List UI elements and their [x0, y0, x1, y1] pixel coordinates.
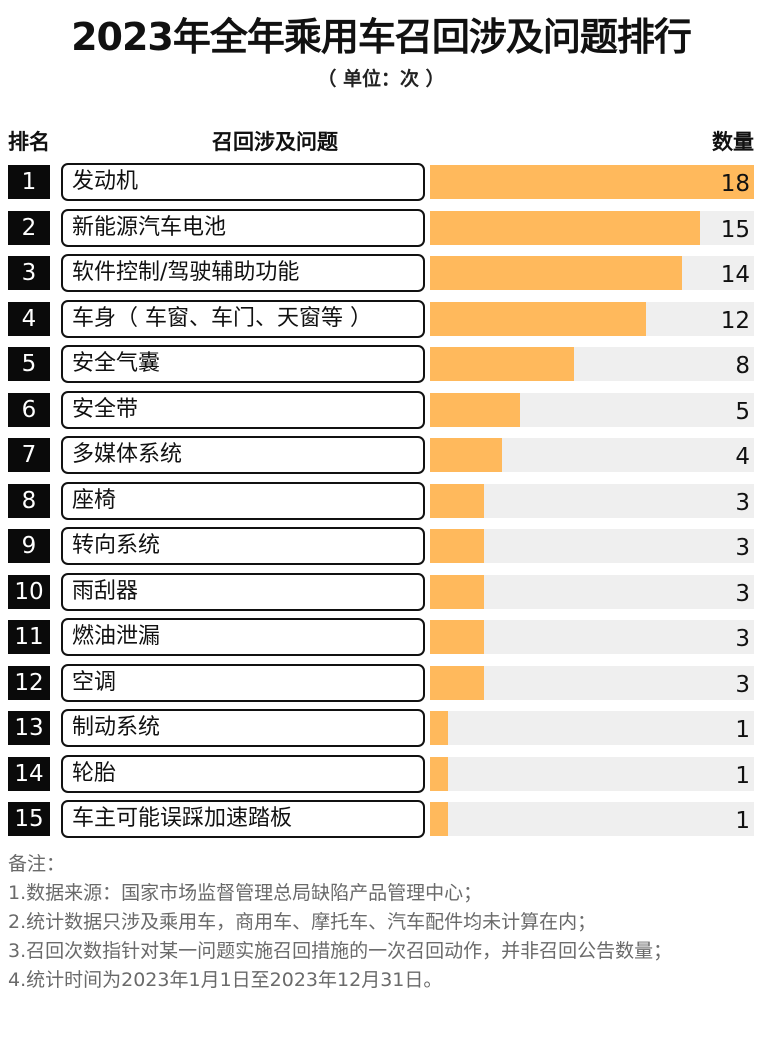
rank-badge: 5 [8, 347, 50, 381]
bar [430, 256, 682, 290]
value-label: 15 [720, 216, 750, 243]
value-label: 3 [735, 535, 750, 561]
notes-heading: 备注： [8, 853, 66, 875]
value-label: 5 [735, 398, 750, 425]
bar [430, 756, 448, 791]
category-label: 发动机 [61, 163, 425, 201]
category-label: 空调 [61, 663, 425, 702]
category-label: 燃油泄漏 [61, 618, 425, 656]
value-label: 1 [735, 808, 750, 834]
bar [430, 483, 484, 518]
category-label: 座椅 [61, 481, 425, 520]
chart-subtitle: （ 单位：次 ） [317, 68, 445, 90]
value-label: 3 [735, 489, 750, 516]
note-line-3: 3.召回次数指针对某一问题实施召回措施的一次召回动作，并非召回公告数量； [8, 940, 673, 962]
bar [430, 438, 502, 472]
category-label: 车身（ 车窗、车门、天窗等 ） [61, 299, 425, 338]
rank-badge: 3 [8, 256, 50, 290]
issue-column-header: 召回涉及问题 [212, 130, 338, 154]
category-label: 轮胎 [61, 754, 425, 793]
rank-badge: 9 [8, 529, 50, 563]
rank-badge: 13 [8, 711, 50, 745]
bar-track [430, 620, 754, 654]
bar [430, 711, 448, 745]
value-label: 3 [735, 671, 750, 698]
rank-badge: 8 [8, 483, 50, 518]
value-label: 4 [735, 444, 750, 470]
value-label: 8 [735, 353, 750, 379]
bar [430, 347, 574, 381]
count-column-header: 数量 [712, 130, 754, 154]
rank-badge: 15 [8, 802, 50, 836]
bar-track [430, 665, 754, 700]
rank-badge: 7 [8, 438, 50, 472]
value-label: 1 [735, 762, 750, 789]
bar-track [430, 529, 754, 563]
category-label: 安全气囊 [61, 345, 425, 383]
bar [430, 392, 520, 427]
bar-track [430, 756, 754, 791]
value-label: 12 [720, 307, 750, 334]
bar [430, 665, 484, 700]
value-label: 3 [735, 580, 750, 607]
category-label: 多媒体系统 [61, 436, 425, 474]
bar [430, 802, 448, 836]
value-label: 18 [720, 171, 750, 197]
rank-badge: 14 [8, 756, 50, 791]
category-label: 转向系统 [61, 527, 425, 565]
bar [430, 620, 484, 654]
value-label: 14 [720, 262, 750, 288]
value-label: 3 [735, 626, 750, 652]
notes-section: 备注： 1.数据来源：国家市场监督管理总局缺陷产品管理中心； 2.统计数据只涉及… [8, 850, 758, 995]
bar [430, 529, 484, 563]
bar-track [430, 483, 754, 518]
rank-badge: 4 [8, 301, 50, 336]
note-line-1: 1.数据来源：国家市场监督管理总局缺陷产品管理中心； [8, 882, 483, 904]
bar [430, 165, 754, 199]
note-line-4: 4.统计时间为2023年1月1日至2023年12月31日。 [8, 969, 443, 991]
rank-column-header: 排名 [8, 130, 50, 154]
bar-track [430, 574, 754, 609]
value-label: 1 [735, 717, 750, 743]
category-label: 安全带 [61, 390, 425, 429]
bar [430, 210, 700, 245]
bar [430, 574, 484, 609]
category-label: 雨刮器 [61, 572, 425, 611]
note-line-2: 2.统计数据只涉及乘用车，商用车、摩托车、汽车配件均未计算在内； [8, 911, 597, 933]
bar-track [430, 802, 754, 836]
category-label: 制动系统 [61, 709, 425, 747]
rank-badge: 6 [8, 392, 50, 427]
rank-badge: 1 [8, 165, 50, 199]
bar [430, 301, 646, 336]
category-label: 软件控制/驾驶辅助功能 [61, 254, 425, 292]
rank-badge: 2 [8, 210, 50, 245]
rank-badge: 12 [8, 665, 50, 700]
bar-track [430, 711, 754, 745]
rank-badge: 10 [8, 574, 50, 609]
category-label: 新能源汽车电池 [61, 208, 425, 247]
rank-badge: 11 [8, 620, 50, 654]
category-label: 车主可能误踩加速踏板 [61, 800, 425, 838]
chart-title: 2023年全年乘用车召回涉及问题排行 [71, 15, 692, 59]
